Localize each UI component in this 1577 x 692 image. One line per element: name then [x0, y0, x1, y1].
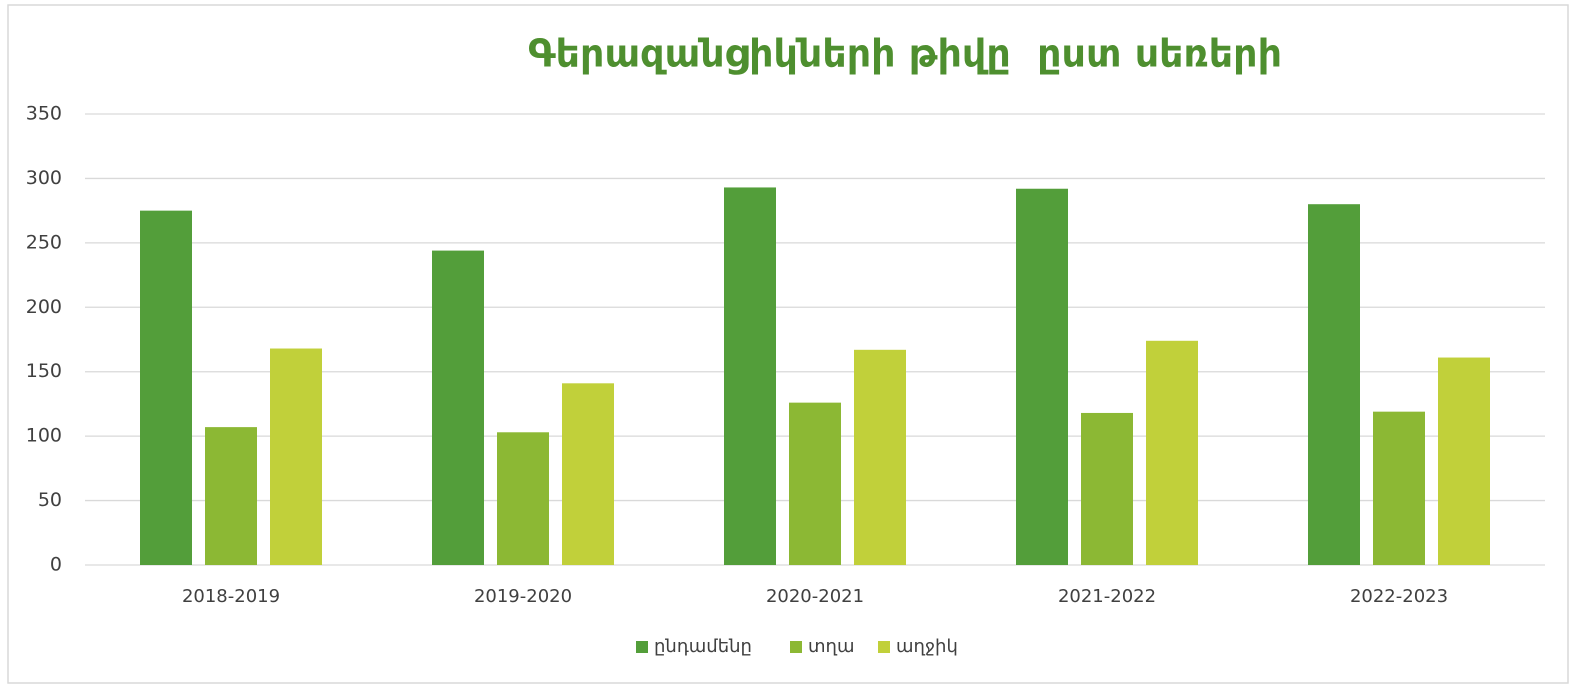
y-tick-label: 200 — [26, 296, 62, 318]
x-tick-label: 2021-2022 — [1058, 586, 1156, 607]
legend-swatch — [790, 641, 802, 653]
y-tick-label: 50 — [38, 489, 62, 511]
bar — [140, 210, 192, 565]
bar — [497, 432, 549, 565]
y-tick-label: 150 — [26, 360, 62, 382]
bar — [854, 349, 906, 565]
bar — [1016, 188, 1068, 566]
y-tick-label: 350 — [26, 103, 62, 125]
bar — [1081, 412, 1133, 565]
legend-label: տղա — [808, 636, 854, 657]
bar — [270, 348, 322, 565]
bar — [1146, 340, 1198, 565]
bar — [1308, 204, 1360, 565]
bar — [724, 187, 776, 565]
legend-swatch — [636, 641, 648, 653]
chart-title: Գերազանցիկների թիվը ըստ սեռերի — [528, 32, 1282, 76]
x-tick-label: 2019-2020 — [474, 586, 572, 607]
y-tick-label: 0 — [50, 554, 62, 576]
x-tick-label: 2022-2023 — [1350, 586, 1448, 607]
legend-label: աղջիկ — [896, 636, 958, 657]
y-tick-label: 300 — [26, 167, 62, 189]
bar — [432, 250, 484, 566]
x-tick-label: 2018-2019 — [182, 586, 280, 607]
bar — [562, 383, 614, 565]
bar — [789, 402, 841, 565]
y-tick-label: 100 — [26, 425, 62, 447]
legend-swatch — [878, 641, 890, 653]
bar — [1373, 411, 1425, 565]
x-tick-label: 2020-2021 — [766, 586, 864, 607]
bar — [1438, 357, 1490, 565]
legend-label: ընդամենը — [654, 636, 752, 657]
bar — [205, 427, 257, 565]
y-tick-label: 250 — [26, 231, 62, 253]
